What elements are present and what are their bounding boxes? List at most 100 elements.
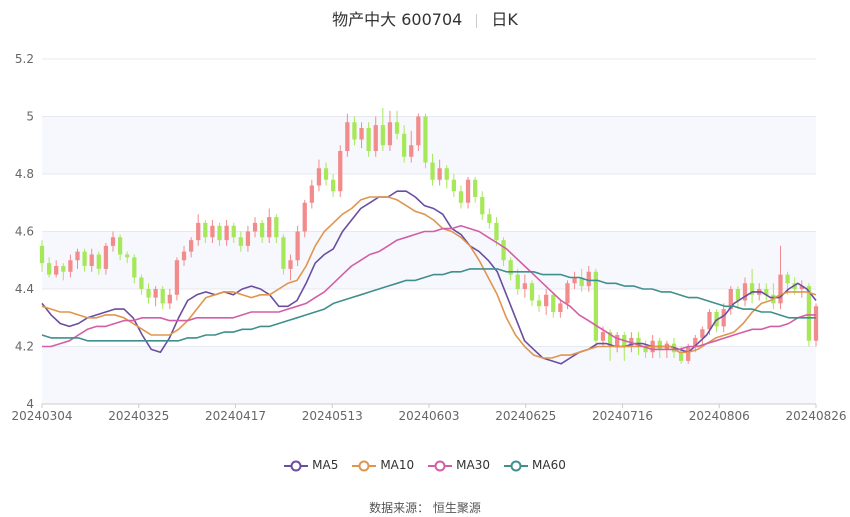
legend-label: MA10 — [380, 458, 415, 472]
candle-body — [615, 335, 620, 347]
candle-body — [82, 251, 87, 266]
plot-band — [42, 59, 816, 117]
plot-band — [42, 174, 816, 232]
candle — [586, 266, 591, 292]
candle — [359, 122, 364, 149]
candle — [153, 286, 158, 307]
candle — [735, 286, 741, 310]
candle-body — [61, 266, 66, 272]
candle — [267, 208, 272, 243]
candle-body — [373, 125, 378, 151]
candle — [551, 291, 556, 318]
candle-body — [409, 145, 414, 157]
y-tick-label: 5.2 — [15, 52, 34, 66]
candle-body — [103, 245, 109, 269]
candle — [39, 240, 45, 272]
candle-body — [96, 254, 101, 269]
candle-body — [522, 283, 527, 289]
candle-body — [402, 133, 407, 157]
candle — [764, 283, 769, 301]
x-tick-label: 20240806 — [689, 409, 750, 423]
candle-body — [238, 237, 243, 246]
candle-body — [316, 168, 322, 186]
candle-body — [46, 263, 52, 275]
candle — [316, 159, 322, 192]
candle — [238, 231, 243, 252]
candle-body — [778, 274, 783, 304]
candle-body — [728, 289, 733, 310]
candle-body — [295, 231, 300, 261]
y-tick-label: 4.8 — [15, 167, 34, 181]
legend-item-ma30[interactable]: MA30 — [428, 458, 490, 472]
candle — [423, 113, 428, 169]
candle-body — [700, 329, 705, 338]
candle — [68, 254, 73, 278]
candle-body — [607, 332, 613, 347]
candle-body — [529, 283, 535, 301]
candle-body — [281, 237, 286, 269]
candle-body — [551, 294, 556, 312]
candle-body — [487, 214, 492, 223]
candle — [373, 116, 378, 157]
candle-body — [75, 251, 80, 261]
legend-item-ma5[interactable]: MA5 — [284, 458, 338, 472]
candle-body — [473, 179, 478, 197]
chart-title: 物产中大 600704 — [332, 10, 463, 29]
candle-body — [210, 225, 215, 238]
candle-body — [196, 222, 201, 241]
candle-body — [146, 289, 151, 298]
candle — [345, 113, 350, 157]
candle — [252, 217, 258, 238]
candle — [82, 248, 87, 272]
candle — [558, 300, 563, 318]
candle-body — [508, 260, 513, 275]
candle-body — [600, 332, 606, 341]
x-tick-label: 20240304 — [11, 409, 72, 423]
candle-body — [110, 237, 116, 246]
candle-body — [678, 352, 684, 361]
candle — [217, 222, 222, 246]
candle-body — [252, 222, 258, 232]
candle — [593, 268, 599, 347]
candle — [288, 254, 293, 281]
candle-body — [89, 254, 94, 266]
candle — [380, 107, 385, 151]
candle-body — [380, 125, 385, 146]
legend-item-ma60[interactable]: MA60 — [504, 458, 566, 472]
candle — [61, 263, 66, 281]
legend-label: MA60 — [532, 458, 566, 472]
candle-body — [167, 294, 172, 304]
candle-body — [352, 122, 357, 140]
candle — [75, 248, 80, 269]
candle-body — [302, 202, 307, 232]
candle — [281, 234, 286, 275]
candle-body — [799, 286, 804, 289]
x-tick-label: 20240603 — [398, 409, 459, 423]
candle — [295, 225, 300, 266]
candlestick-chart: 4 4.2 4.4 4.6 4.8 5 5.2 20240304 20240325 2024041… — [11, 52, 846, 423]
candle-body — [451, 179, 456, 192]
candle — [125, 251, 130, 264]
candle-body — [224, 225, 229, 241]
candle-body — [39, 245, 45, 264]
candle — [813, 303, 819, 347]
candle — [700, 326, 705, 347]
legend-marker-icon — [352, 460, 377, 471]
header-separator — [476, 13, 478, 28]
candle-body — [544, 294, 549, 307]
candle-body — [480, 197, 485, 215]
candle-body — [416, 116, 421, 146]
candle — [203, 220, 208, 243]
legend-item-ma10[interactable]: MA10 — [352, 458, 414, 472]
x-tick-label: 20240716 — [592, 409, 653, 423]
candle-body — [217, 225, 222, 241]
candle — [259, 220, 265, 243]
candle-body — [657, 340, 662, 350]
candle-body — [309, 185, 314, 203]
candle-body — [458, 191, 464, 203]
candle — [721, 303, 726, 333]
y-tick-label: 4.6 — [15, 225, 34, 239]
candle — [338, 145, 343, 197]
candle — [487, 208, 492, 229]
candle — [331, 174, 336, 197]
